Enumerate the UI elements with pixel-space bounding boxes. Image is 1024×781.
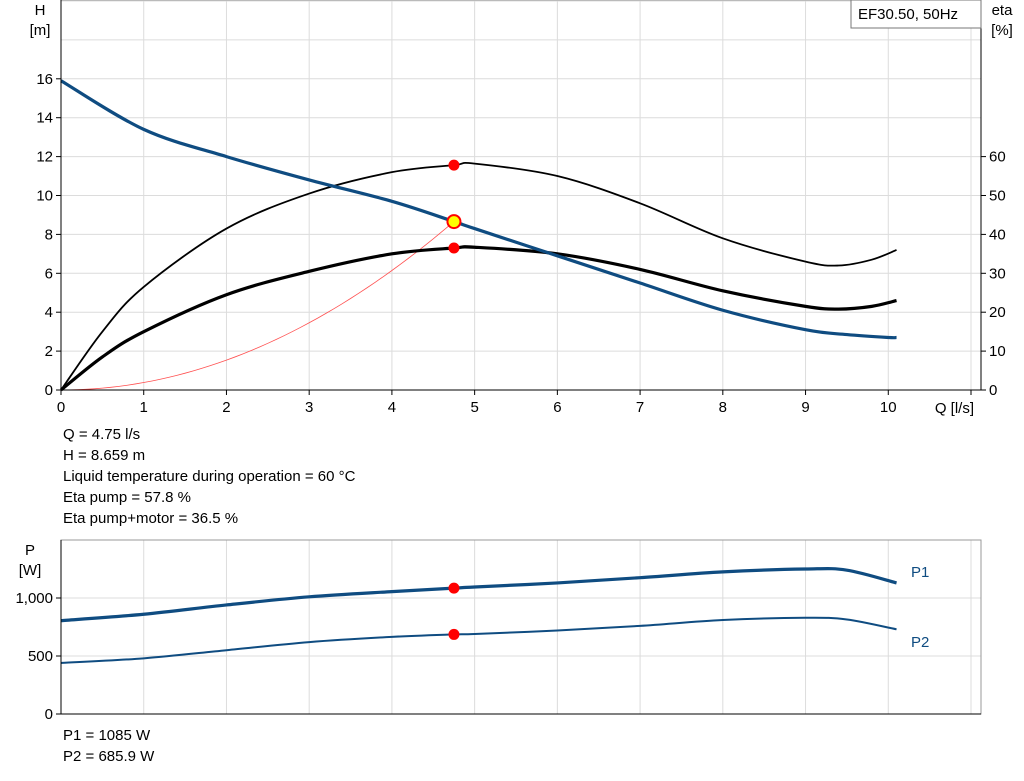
eta-pump-point	[448, 159, 460, 171]
power-curve-p1	[60, 567, 897, 623]
y-tick-label: 2	[45, 343, 53, 360]
y2-tick-label: 20	[989, 304, 1006, 321]
duty-info: Q = 4.75 l/s H = 8.659 m Liquid temperat…	[63, 424, 355, 529]
y2-tick-label: 50	[989, 188, 1006, 205]
x-tick-label: 8	[719, 399, 727, 416]
x-tick-label: 9	[801, 399, 809, 416]
x-tick-label: 7	[636, 399, 644, 416]
eta-total-curve	[60, 245, 897, 392]
head-curve	[60, 79, 897, 340]
axis-labels: H [m] eta [%] Q [l/s] P [W] EF30.50, 50H…	[19, 0, 1013, 651]
y-tick-label: 12	[36, 149, 53, 166]
top-grid	[60, 0, 981, 390]
x-tick-label: 10	[880, 399, 897, 416]
x-tick-label: 6	[553, 399, 561, 416]
legend-box	[850, 0, 982, 29]
series-label-p1: P1	[911, 564, 929, 581]
y2-tick-label: 10	[989, 343, 1006, 360]
legend-text: EF30.50, 50Hz	[858, 6, 958, 23]
y-tick-label: 0	[45, 382, 53, 399]
curves	[60, 79, 897, 664]
series-label-p2: P2	[911, 634, 929, 651]
power-curve-p2	[60, 616, 897, 664]
x-tick-label: 4	[388, 399, 396, 416]
y-tick-label: 4	[45, 304, 53, 321]
y-axis-unit: [m]	[30, 22, 51, 39]
p-tick-label: 500	[28, 648, 53, 665]
y2-tick-label: 0	[989, 382, 997, 399]
eta-pump-curve	[60, 161, 897, 391]
info-p1: P1 = 1085 W	[63, 727, 151, 744]
plot-frame-bottom	[60, 539, 982, 715]
info-q: Q = 4.75 l/s	[63, 426, 141, 443]
eta-total-point	[448, 242, 460, 254]
info-h: H = 8.659 m	[63, 447, 146, 464]
p-tick-label: 0	[45, 706, 53, 723]
p1-point	[448, 582, 460, 594]
power-info: P1 = 1085 W P2 = 685.9 W	[63, 725, 154, 767]
info-p2: P2 = 685.9 W	[63, 748, 155, 765]
p-axis-unit: [W]	[19, 562, 42, 579]
y2-tick-label: 30	[989, 265, 1006, 282]
y2-tick-label: 40	[989, 226, 1006, 243]
bottom-grid	[60, 540, 981, 715]
duty-point	[446, 214, 462, 230]
y-axis-label: H	[35, 2, 46, 19]
y2-tick-label: 60	[989, 149, 1006, 166]
x-tick-label: 0	[57, 399, 65, 416]
y-tick-label: 8	[45, 226, 53, 243]
info-eta-total: Eta pump+motor = 36.5 %	[63, 510, 239, 527]
p-tick-label: 1,000	[15, 590, 53, 607]
p-axis-label: P	[25, 542, 35, 559]
y-tick-label: 14	[36, 110, 53, 127]
x-tick-label: 5	[470, 399, 478, 416]
y-tick-label: 6	[45, 265, 53, 282]
x-tick-label: 1	[140, 399, 148, 416]
info-eta-pump: Eta pump = 57.8 %	[63, 489, 191, 506]
info-temp: Liquid temperature during operation = 60…	[63, 468, 356, 485]
x-tick-label: 2	[222, 399, 230, 416]
p2-point	[448, 628, 460, 640]
y2-axis-label: eta	[992, 2, 1014, 19]
system-curve	[60, 217, 459, 391]
axes: 0 1 2 3 4 5 6 7 8 9 100246810121416010203040506005…	[15, 0, 1006, 723]
x-tick-label: 3	[305, 399, 313, 416]
y-tick-label: 16	[36, 71, 53, 88]
y-tick-label: 10	[36, 188, 53, 205]
x-axis-label: Q [l/s]	[935, 400, 974, 417]
y2-axis-unit: [%]	[991, 22, 1013, 39]
